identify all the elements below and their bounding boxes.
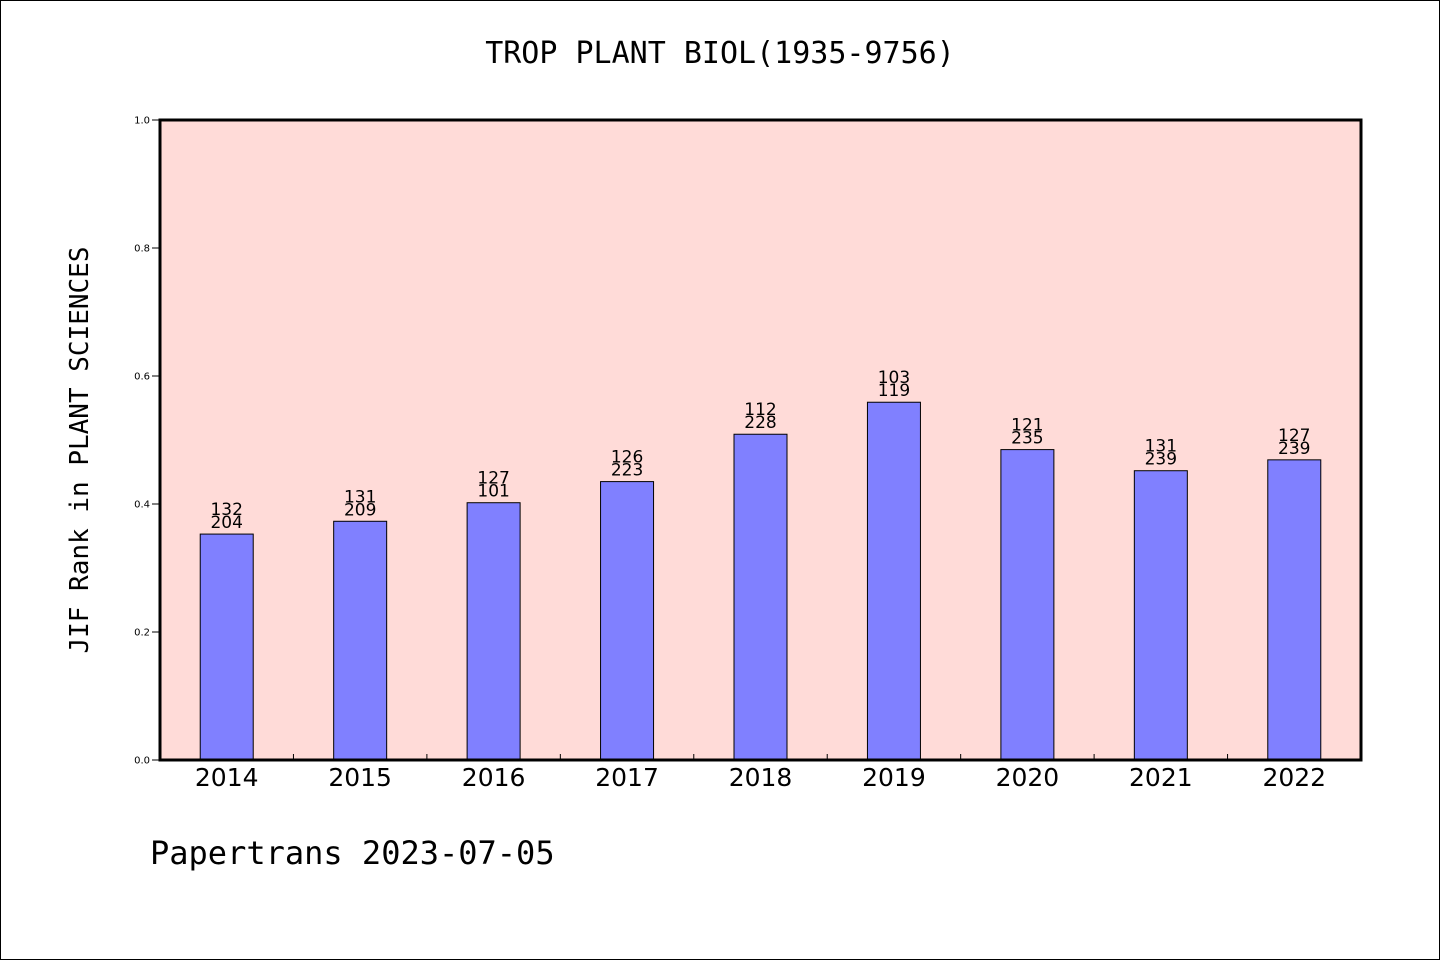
data-label-bottom: 228 [744, 413, 776, 433]
y-tick-label: 0.2 [134, 628, 150, 639]
x-tick-label: 2020 [996, 763, 1060, 792]
x-tick-label: 2017 [595, 763, 659, 792]
bar-2020 [1000, 449, 1055, 761]
data-label-bottom: 101 [477, 482, 509, 502]
bar-2018 [733, 433, 788, 761]
data-label-bottom: 223 [611, 461, 643, 481]
data-label-bottom: 209 [344, 500, 376, 520]
x-tick-label: 2021 [1129, 763, 1193, 792]
data-label-top: 127 [1278, 426, 1310, 446]
bar-2014 [199, 533, 254, 761]
data-label-bottom: 239 [1145, 450, 1177, 470]
plot-border [158, 118, 1363, 762]
data-label-top: 132 [210, 500, 242, 520]
x-tick-label: 2022 [1262, 763, 1326, 792]
data-label-top: 131 [1145, 437, 1177, 457]
x-tick-label: 2015 [328, 763, 392, 792]
chart-title: TROP PLANT BIOL(1935-9756) [485, 36, 955, 71]
y-tick-label: 0.4 [134, 500, 150, 511]
bar-2021 [1133, 470, 1188, 761]
data-label-top: 121 [1011, 416, 1043, 436]
bar-2016 [466, 502, 521, 761]
x-tick-label: 2019 [862, 763, 926, 792]
footer-text: Papertrans 2023-07-05 [150, 834, 555, 872]
bar-2017 [600, 481, 655, 761]
x-tick-label: 2018 [729, 763, 793, 792]
x-tick-label: 2014 [195, 763, 259, 792]
data-label-top: 127 [477, 469, 509, 489]
y-tick-label: 0.8 [134, 244, 150, 255]
data-label-bottom: 119 [878, 381, 910, 401]
y-tick-label: 0.0 [134, 756, 150, 767]
data-label-top: 112 [744, 400, 776, 420]
data-label-bottom: 235 [1011, 429, 1043, 449]
bar-2022 [1267, 459, 1322, 761]
bar-2019 [866, 401, 921, 761]
data-label-top: 126 [611, 448, 643, 468]
y-tick-label: 1.0 [134, 116, 150, 127]
data-label-top: 103 [878, 368, 910, 388]
data-label-bottom: 204 [210, 513, 242, 533]
y-tick-label: 0.6 [134, 372, 150, 383]
bar-2015 [333, 520, 388, 761]
data-label-bottom: 239 [1278, 439, 1310, 459]
data-label-top: 131 [344, 487, 376, 507]
x-tick-label: 2016 [462, 763, 526, 792]
